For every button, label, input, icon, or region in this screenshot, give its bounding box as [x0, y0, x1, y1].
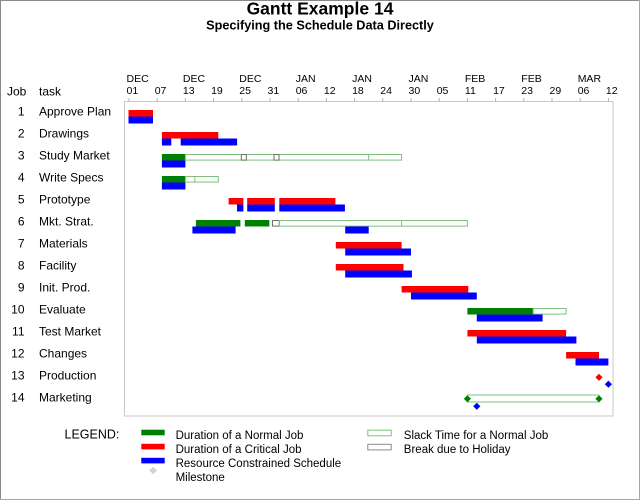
svg-text:Evaluate: Evaluate	[39, 303, 86, 317]
svg-text:Slack Time for a Normal Job: Slack Time for a Normal Job	[404, 430, 548, 442]
svg-text:Study Market: Study Market	[39, 149, 110, 163]
svg-text:06: 06	[578, 85, 590, 97]
svg-text:Resource Constrained Schedule: Resource Constrained Schedule	[176, 458, 342, 470]
svg-text:23: 23	[521, 85, 533, 97]
svg-text:6: 6	[18, 215, 25, 229]
svg-text:14: 14	[11, 391, 25, 405]
svg-text:2: 2	[18, 127, 25, 141]
svg-text:11: 11	[465, 85, 476, 97]
svg-text:25: 25	[239, 85, 251, 97]
svg-text:18: 18	[352, 85, 364, 97]
svg-text:05: 05	[437, 85, 449, 97]
svg-text:19: 19	[211, 85, 223, 97]
svg-text:Break due to Holiday: Break due to Holiday	[404, 444, 511, 456]
svg-text:DEC: DEC	[239, 73, 262, 85]
svg-text:29: 29	[550, 85, 562, 97]
svg-text:Specifying the Schedule Data D: Specifying the Schedule Data Directly	[206, 18, 434, 32]
svg-text:JAN: JAN	[296, 73, 316, 85]
svg-text:Test Market: Test Market	[39, 325, 102, 339]
svg-text:12: 12	[11, 347, 25, 361]
svg-text:12: 12	[324, 85, 336, 97]
svg-text:5: 5	[18, 193, 25, 207]
svg-text:13: 13	[183, 85, 195, 97]
svg-text:01: 01	[127, 85, 139, 97]
svg-text:Milestone: Milestone	[176, 472, 225, 484]
svg-text:06: 06	[296, 85, 308, 97]
svg-text:Prototype: Prototype	[39, 193, 91, 207]
svg-text:Duration of a Normal Job: Duration of a Normal Job	[176, 430, 304, 442]
svg-text:Gantt Example 14: Gantt Example 14	[247, 0, 394, 18]
svg-text:FEB: FEB	[465, 73, 485, 85]
svg-text:LEGEND:: LEGEND:	[65, 427, 120, 441]
svg-text:11: 11	[12, 325, 25, 339]
svg-text:30: 30	[409, 85, 421, 97]
svg-text:4: 4	[18, 171, 25, 185]
svg-text:31: 31	[268, 85, 280, 97]
svg-text:13: 13	[11, 369, 25, 383]
svg-text:task: task	[39, 84, 62, 98]
svg-text:24: 24	[380, 85, 392, 97]
svg-text:FEB: FEB	[521, 73, 541, 85]
svg-text:8: 8	[18, 259, 25, 273]
svg-text:17: 17	[493, 85, 505, 97]
svg-text:JAN: JAN	[352, 73, 372, 85]
svg-text:Materials: Materials	[39, 237, 88, 251]
svg-text:MAR: MAR	[578, 73, 602, 85]
svg-text:Job: Job	[7, 84, 27, 98]
svg-text:9: 9	[18, 281, 25, 295]
svg-text:07: 07	[155, 85, 167, 97]
svg-text:Duration of a Critical Job: Duration of a Critical Job	[176, 444, 302, 456]
svg-text:12: 12	[606, 85, 618, 97]
svg-text:3: 3	[18, 149, 25, 163]
svg-text:Mkt. Strat.: Mkt. Strat.	[39, 215, 94, 229]
svg-text:Drawings: Drawings	[39, 127, 89, 141]
svg-text:10: 10	[11, 303, 25, 317]
svg-text:JAN: JAN	[409, 73, 429, 85]
svg-text:1: 1	[18, 105, 25, 119]
svg-text:Write Specs: Write Specs	[39, 171, 103, 185]
svg-text:Marketing: Marketing	[39, 391, 92, 405]
svg-text:Approve Plan: Approve Plan	[39, 105, 111, 119]
svg-text:DEC: DEC	[127, 73, 150, 85]
svg-text:Facility: Facility	[39, 259, 76, 273]
svg-text:Production: Production	[39, 369, 96, 383]
svg-text:Init. Prod.: Init. Prod.	[39, 281, 90, 295]
svg-text:DEC: DEC	[183, 73, 206, 85]
svg-text:Changes: Changes	[39, 347, 87, 361]
svg-text:7: 7	[18, 237, 25, 251]
